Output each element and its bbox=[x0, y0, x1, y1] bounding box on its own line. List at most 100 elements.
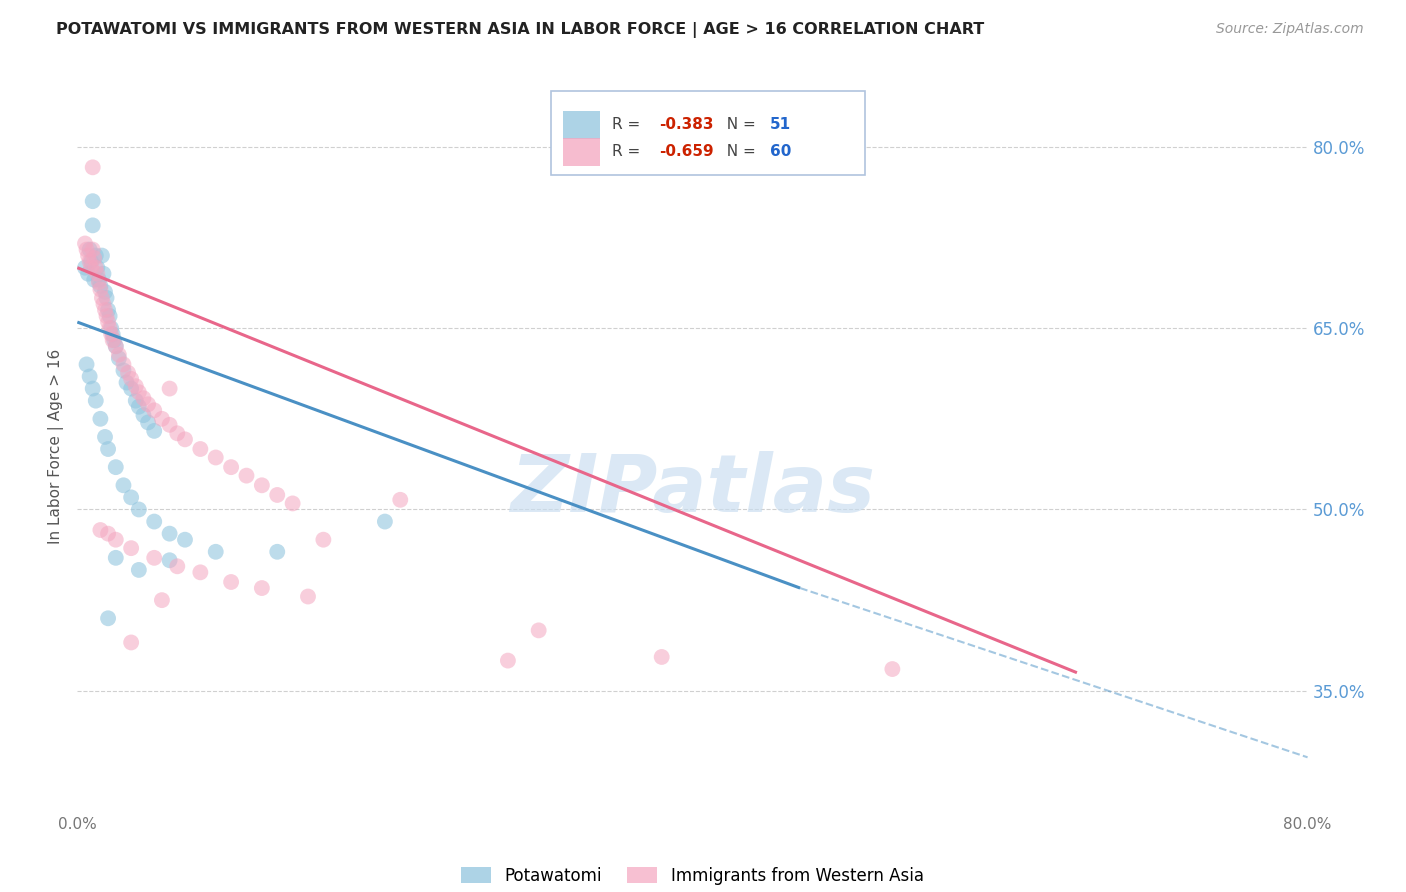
Point bbox=[79, 243, 101, 257]
Point bbox=[128, 502, 150, 516]
Legend: Potawatomi, Immigrants from Western Asia: Potawatomi, Immigrants from Western Asia bbox=[454, 860, 931, 892]
Point bbox=[94, 285, 117, 299]
Point bbox=[112, 478, 135, 492]
Point bbox=[651, 650, 673, 665]
Point bbox=[204, 545, 226, 559]
Point bbox=[115, 376, 138, 390]
Point bbox=[90, 249, 114, 263]
Point bbox=[219, 460, 242, 475]
Bar bbox=[564, 138, 600, 166]
Point bbox=[90, 291, 114, 305]
Point bbox=[108, 351, 131, 366]
Point bbox=[266, 488, 288, 502]
Point bbox=[312, 533, 335, 547]
Point bbox=[80, 260, 103, 275]
Point bbox=[84, 260, 107, 275]
Point bbox=[104, 550, 127, 565]
Point bbox=[104, 533, 127, 547]
Point bbox=[125, 379, 148, 393]
Point bbox=[104, 339, 127, 353]
Point bbox=[97, 315, 120, 329]
Text: -0.383: -0.383 bbox=[659, 118, 714, 132]
Point bbox=[89, 278, 111, 293]
Point bbox=[101, 327, 124, 342]
Text: Source: ZipAtlas.com: Source: ZipAtlas.com bbox=[1216, 22, 1364, 37]
Y-axis label: In Labor Force | Age > 16: In Labor Force | Age > 16 bbox=[48, 349, 65, 543]
Point bbox=[112, 363, 135, 377]
Point bbox=[89, 523, 111, 537]
Point bbox=[159, 553, 181, 567]
Point bbox=[82, 243, 104, 257]
Point bbox=[103, 333, 125, 347]
Point bbox=[117, 366, 139, 380]
Point bbox=[159, 382, 181, 396]
Point bbox=[97, 442, 120, 456]
Point bbox=[120, 372, 142, 386]
Point bbox=[120, 541, 142, 556]
Point bbox=[128, 563, 150, 577]
Point bbox=[128, 385, 150, 400]
Point bbox=[112, 358, 135, 372]
Point bbox=[150, 593, 173, 607]
Point bbox=[174, 433, 197, 447]
Point bbox=[136, 397, 159, 411]
Point bbox=[73, 260, 96, 275]
Point bbox=[266, 545, 288, 559]
Point bbox=[120, 635, 142, 649]
Point bbox=[82, 382, 104, 396]
Text: N =: N = bbox=[717, 118, 761, 132]
Point bbox=[100, 327, 122, 342]
Point bbox=[82, 194, 104, 209]
Point bbox=[86, 267, 108, 281]
Text: 51: 51 bbox=[770, 118, 792, 132]
Point bbox=[77, 267, 100, 281]
Point bbox=[188, 566, 212, 580]
Point bbox=[188, 442, 212, 456]
Point bbox=[219, 574, 242, 589]
Point bbox=[159, 526, 181, 541]
Point bbox=[84, 393, 107, 408]
Point bbox=[79, 254, 101, 268]
Point bbox=[94, 303, 117, 318]
Point bbox=[128, 400, 150, 414]
Point bbox=[250, 478, 273, 492]
Point bbox=[143, 550, 166, 565]
Point bbox=[143, 515, 166, 529]
Point bbox=[87, 273, 110, 287]
Point bbox=[97, 303, 120, 318]
Text: 60: 60 bbox=[770, 145, 792, 160]
Point bbox=[76, 243, 98, 257]
Point bbox=[98, 321, 121, 335]
Point bbox=[100, 321, 122, 335]
Point bbox=[166, 426, 188, 441]
Point bbox=[89, 282, 111, 296]
Point bbox=[93, 297, 115, 311]
Text: R =: R = bbox=[613, 118, 645, 132]
Bar bbox=[564, 111, 600, 139]
Point bbox=[882, 662, 904, 676]
Point bbox=[96, 291, 118, 305]
FancyBboxPatch shape bbox=[551, 91, 865, 176]
Point bbox=[101, 333, 124, 347]
Point bbox=[250, 581, 273, 595]
Point bbox=[132, 408, 155, 422]
Text: POTAWATOMI VS IMMIGRANTS FROM WESTERN ASIA IN LABOR FORCE | AGE > 16 CORRELATION: POTAWATOMI VS IMMIGRANTS FROM WESTERN AS… bbox=[56, 22, 984, 38]
Point bbox=[143, 403, 166, 417]
Point bbox=[77, 249, 100, 263]
Point bbox=[108, 348, 131, 362]
Point bbox=[83, 273, 105, 287]
Point bbox=[204, 450, 226, 465]
Point bbox=[120, 491, 142, 505]
Point bbox=[80, 254, 103, 268]
Point bbox=[82, 219, 104, 233]
Text: N =: N = bbox=[717, 145, 761, 160]
Point bbox=[496, 654, 519, 668]
Point bbox=[96, 309, 118, 323]
Point bbox=[150, 412, 173, 426]
Point bbox=[389, 492, 412, 507]
Point bbox=[89, 412, 111, 426]
Text: -0.659: -0.659 bbox=[659, 145, 714, 160]
Point bbox=[120, 382, 142, 396]
Point bbox=[166, 559, 188, 574]
Point bbox=[79, 369, 101, 384]
